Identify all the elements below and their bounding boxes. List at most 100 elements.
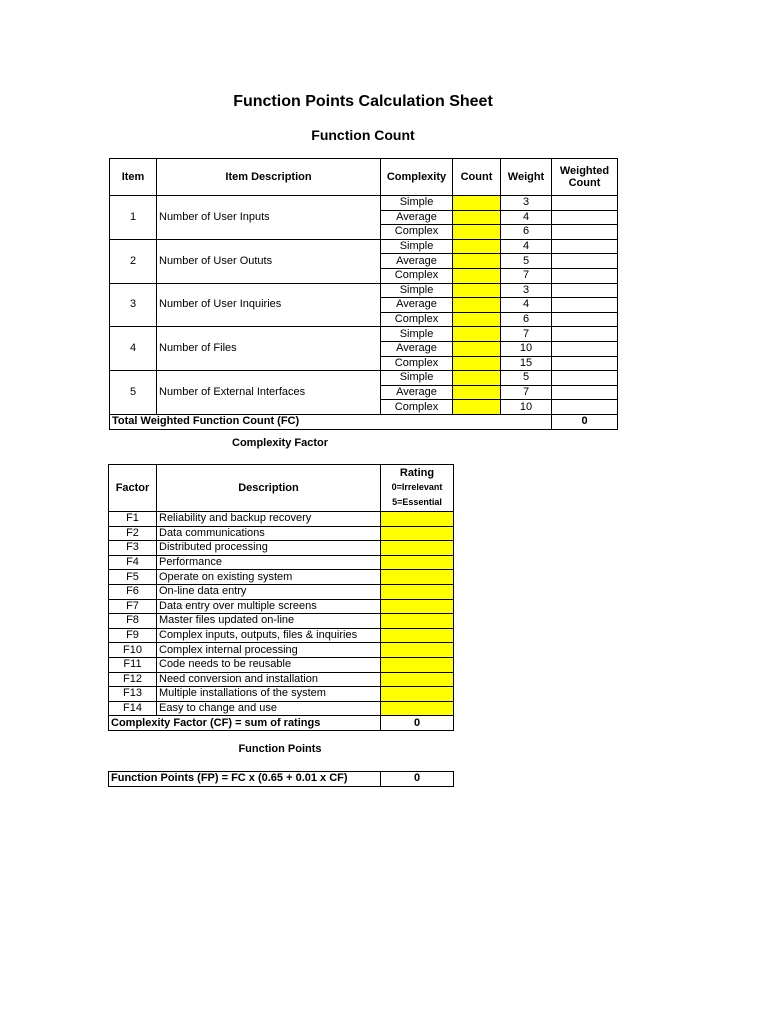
factor-id: F1 [108,511,157,527]
weighted-count-cell [551,224,618,240]
complexity-factor-heading: Complexity Factor [232,437,328,449]
rating-input-cell[interactable] [380,569,454,585]
rating-input-cell[interactable] [380,554,454,571]
rating-label: Rating [399,467,435,479]
item-number: 4 [109,326,157,372]
factor-description: Reliability and backup recovery [156,511,381,527]
rating-input-cell[interactable] [380,627,454,644]
complexity-level: Simple [380,326,453,342]
header-rating: Rating 0=Irrelevant 5=Essential [380,464,454,512]
fp-label: Function Points (FP) = FC x (0.65 + 0.01… [108,771,381,787]
factor-id: F2 [108,525,157,542]
factor-id: F12 [108,671,157,688]
factor-row: F9 Complex inputs, outputs, files & inqui… [108,627,454,644]
count-input-cell[interactable] [452,370,501,386]
weight-value: 6 [500,224,552,240]
complexity-row: 3 Number of User Inquiries Simple 3 [109,282,618,328]
factor-description: Complex inputs, outputs, files & inquiri… [156,627,381,644]
rating-input-cell[interactable] [380,642,454,658]
rating-input-cell[interactable] [380,686,454,702]
header-weight: Weight [500,158,552,196]
rating-input-cell[interactable] [380,700,454,717]
weighted-count-cell [551,311,618,328]
rating-input-cell[interactable] [380,583,454,600]
rating-sub-irrelevant: 0=Irrelevant [391,482,443,492]
factor-description: On-line data entry [156,583,381,600]
weight-value: 7 [500,267,552,284]
total-row: Complexity Factor (CF) = sum of ratings … [108,715,454,731]
factor-id: F9 [108,627,157,644]
weighted-count-cell [551,253,618,269]
factor-row: F13 Multiple installations of the system [108,686,454,702]
complexity-level: Average [380,384,453,401]
rating-input-cell[interactable] [380,613,454,629]
count-input-cell[interactable] [452,311,501,328]
complexity-row: 2 Number of User Oututs Simple 4 [109,238,618,284]
complexity-row: 1 Number of User Inputs Simple 3 [109,195,618,240]
complexity-row: Complex 15 [110,355,618,372]
count-input-cell[interactable] [452,326,501,342]
factor-description: Easy to change and use [156,700,381,717]
count-input-cell[interactable] [452,195,501,211]
factor-description: Code needs to be reusable [156,656,381,673]
weight-value: 4 [500,297,552,313]
weight-value: 10 [500,399,552,415]
factor-id: F4 [108,554,157,571]
factor-description: Multiple installations of the system [156,686,381,702]
function-points-heading: Function Points [238,743,322,755]
item-description: Number of User Inputs [156,195,381,240]
item-description: Number of User Oututs [156,238,381,284]
weighted-count-cell [551,195,618,211]
weighted-count-cell [551,399,618,415]
function-points-table: Function Points (FP) = FC x (0.65 + 0.01… [108,771,454,787]
count-input-cell[interactable] [452,267,501,284]
weighted-count-cell [551,370,618,386]
rating-input-cell[interactable] [380,656,454,673]
rating-input-cell[interactable] [380,540,454,556]
count-input-cell[interactable] [452,253,501,269]
rating-input-cell[interactable] [380,525,454,542]
header-factor: Factor [108,464,157,512]
count-input-cell[interactable] [452,355,501,372]
rating-input-cell[interactable] [380,671,454,688]
factor-description: Operate on existing system [156,569,381,585]
count-input-cell[interactable] [452,224,501,240]
count-input-cell[interactable] [452,399,501,415]
count-input-cell[interactable] [452,297,501,313]
factor-row: F1 Reliability and backup recovery [108,511,454,527]
header-count: Count [452,158,501,196]
rating-sub-essential: 5=Essential [392,497,442,507]
header-weighted-count: Weighted Count [551,158,618,196]
count-input-cell[interactable] [452,340,501,357]
rating-input-cell[interactable] [380,598,454,615]
count-input-cell[interactable] [452,238,501,255]
weighted-count-cell [551,238,618,255]
factor-row: F6 On-line data entry [108,583,454,600]
factor-row: F3 Distributed processing [108,540,454,556]
total-fc-value: 0 [551,413,618,430]
complexity-factor-table: Factor Description Rating 0=Irrelevant 5=E… [108,464,454,731]
function-count-table: Item Item Description Complexity Count W… [109,158,618,430]
weight-value: 7 [500,384,552,401]
weight-value: 15 [500,355,552,372]
complexity-level: Average [380,253,453,269]
count-input-cell[interactable] [452,384,501,401]
weighted-count-cell [551,384,618,401]
complexity-level: Complex [380,355,453,372]
complexity-level: Complex [380,399,453,415]
rating-input-cell[interactable] [380,511,454,527]
complexity-row: 5 Number of External Interfaces Simple 5 [109,370,618,415]
factor-description: Need conversion and installation [156,671,381,688]
complexity-level: Average [380,340,453,357]
complexity-row: Complex 6 [110,224,618,240]
count-input-cell[interactable] [452,209,501,226]
weight-value: 3 [500,195,552,211]
item-description: Number of User Inquiries [156,282,381,328]
factor-row: F4 Performance [108,554,454,571]
factor-id: F6 [108,583,157,600]
header-description: Description [156,464,381,512]
weight-value: 5 [500,370,552,386]
factor-description: Master files updated on-line [156,613,381,629]
count-input-cell[interactable] [452,282,501,299]
factor-id: F14 [108,700,157,717]
